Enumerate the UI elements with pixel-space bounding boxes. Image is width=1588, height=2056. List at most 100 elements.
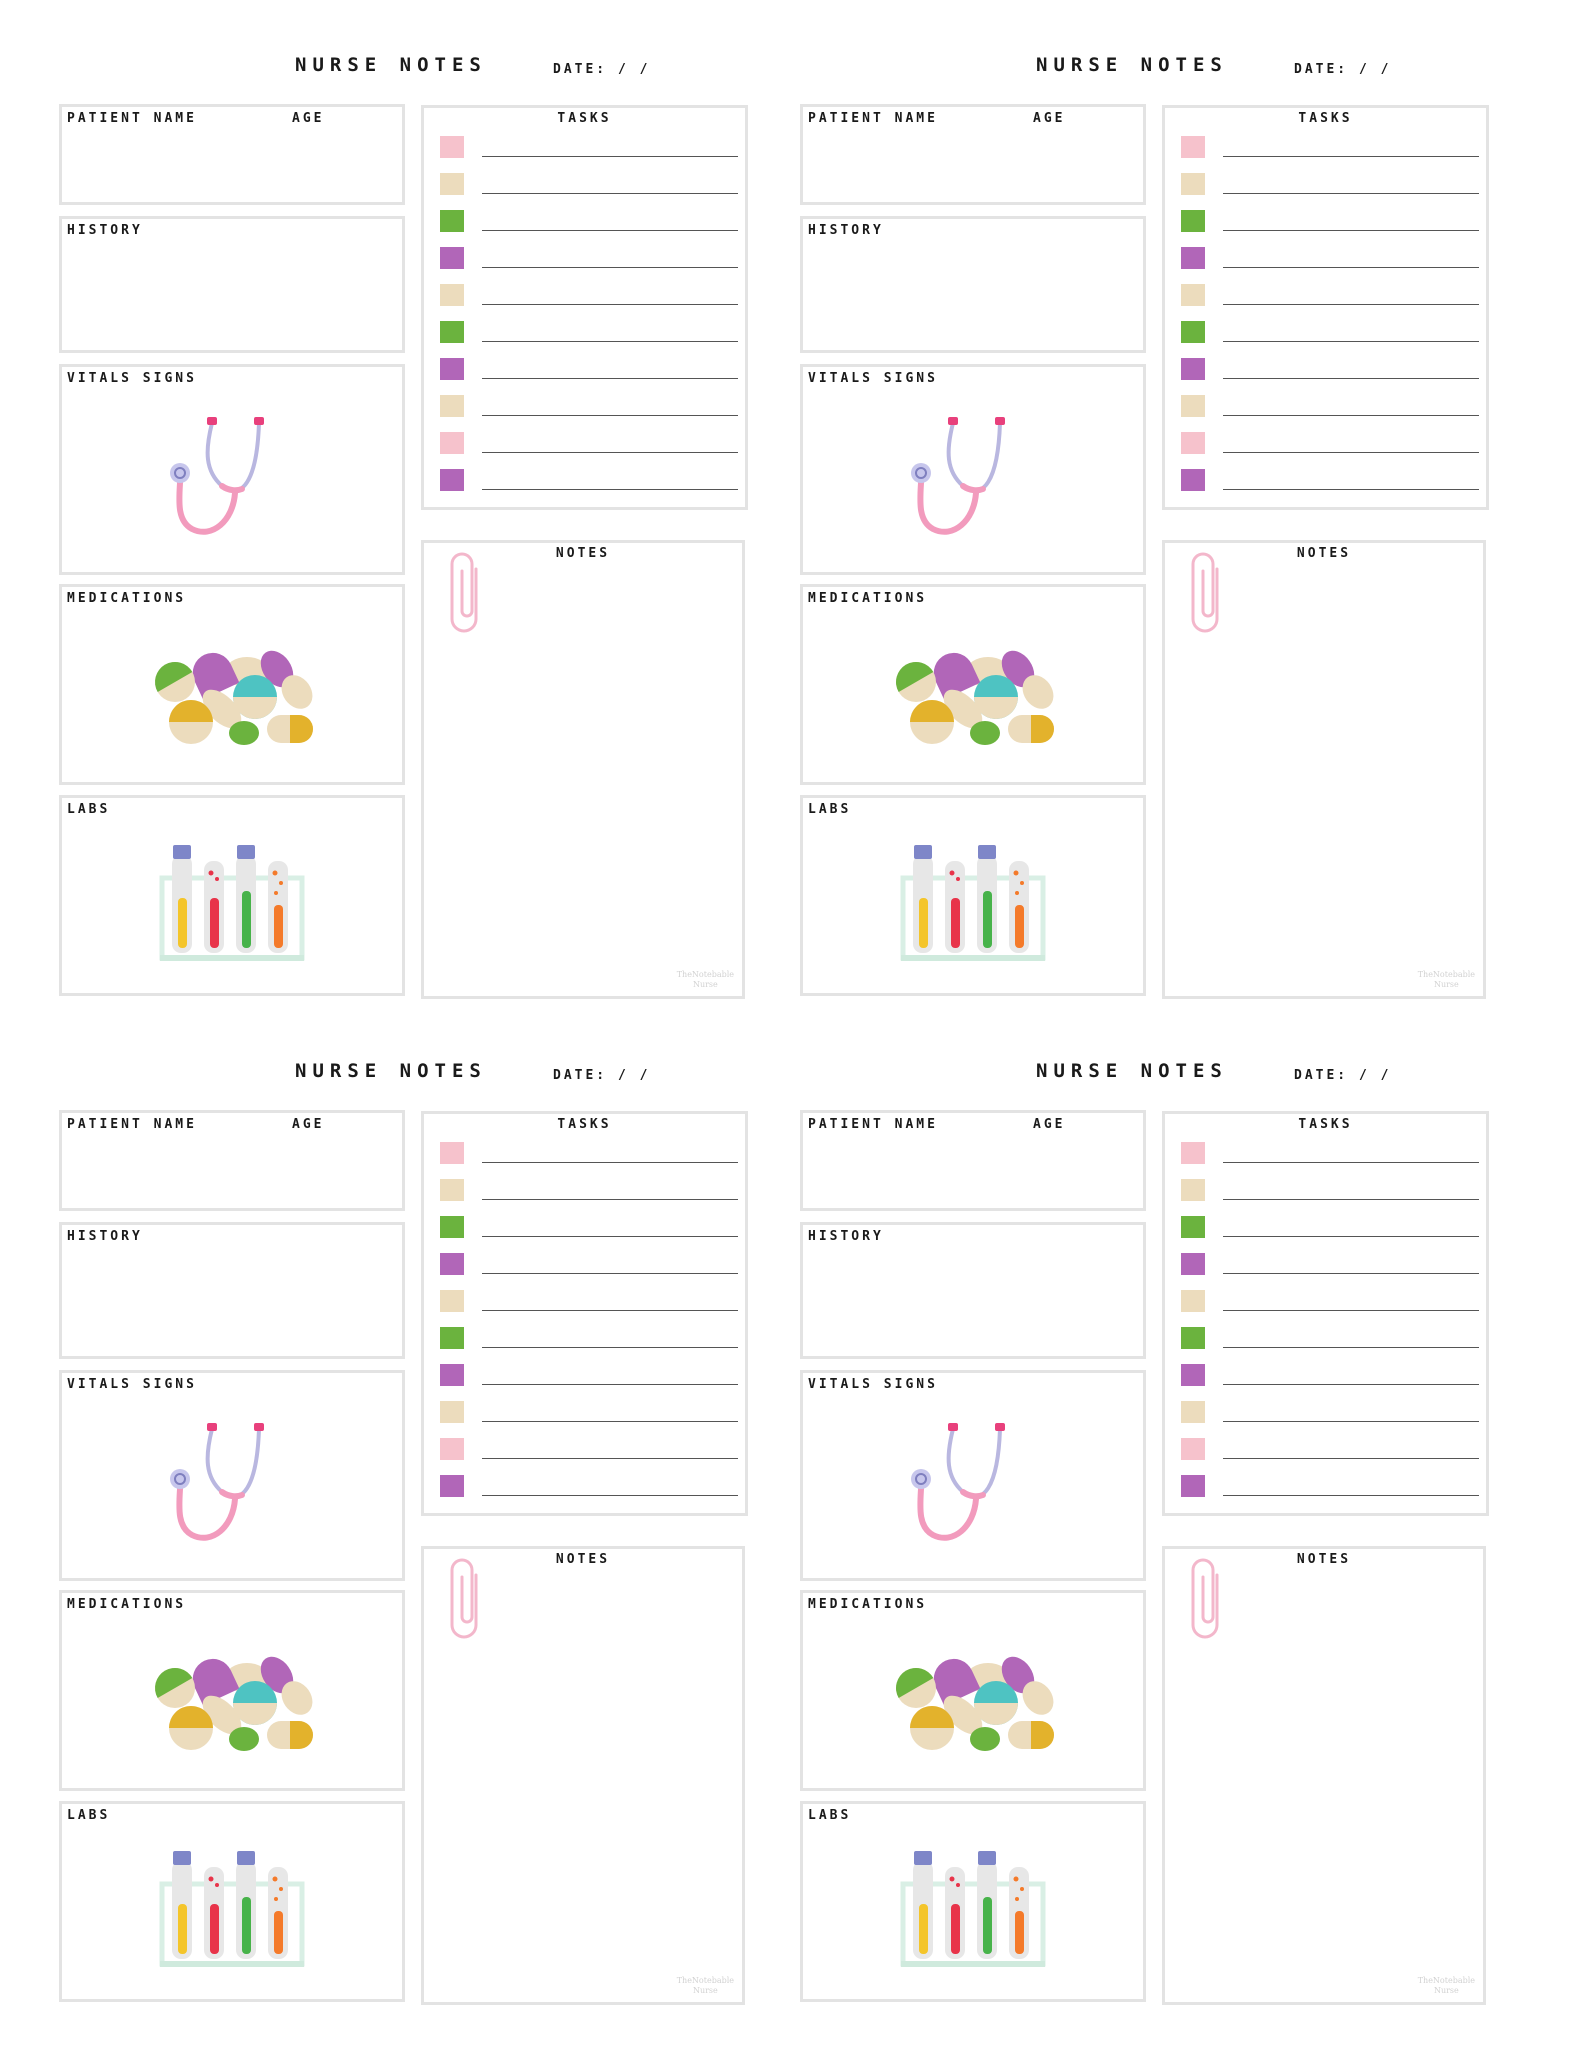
task-line[interactable] bbox=[1223, 193, 1479, 194]
history-box[interactable]: HISTORY bbox=[800, 216, 1146, 353]
task-checkbox[interactable] bbox=[440, 1364, 464, 1386]
task-checkbox[interactable] bbox=[1181, 469, 1205, 491]
vitals-box[interactable]: VITALS SIGNS bbox=[800, 364, 1146, 575]
labs-box[interactable]: LABS bbox=[800, 795, 1146, 996]
patient-name-box[interactable]: PATIENT NAME AGE bbox=[59, 1110, 405, 1211]
labs-box[interactable]: LABS bbox=[800, 1801, 1146, 2002]
task-line[interactable] bbox=[482, 1384, 738, 1385]
task-line[interactable] bbox=[482, 341, 738, 342]
task-line[interactable] bbox=[482, 489, 738, 490]
task-line[interactable] bbox=[482, 1236, 738, 1237]
task-checkbox[interactable] bbox=[440, 1216, 464, 1238]
task-line[interactable] bbox=[1223, 1236, 1479, 1237]
task-checkbox[interactable] bbox=[440, 1475, 464, 1497]
task-checkbox[interactable] bbox=[1181, 1401, 1205, 1423]
task-line[interactable] bbox=[1223, 1199, 1479, 1200]
task-line[interactable] bbox=[1223, 415, 1479, 416]
task-line[interactable] bbox=[1223, 1384, 1479, 1385]
task-line[interactable] bbox=[482, 193, 738, 194]
task-checkbox[interactable] bbox=[440, 395, 464, 417]
task-checkbox[interactable] bbox=[1181, 1216, 1205, 1238]
task-line[interactable] bbox=[482, 304, 738, 305]
task-checkbox[interactable] bbox=[1181, 358, 1205, 380]
task-line[interactable] bbox=[482, 1199, 738, 1200]
medications-box[interactable]: MEDICATIONS bbox=[800, 1590, 1146, 1791]
date-label[interactable]: DATE: / / bbox=[1294, 1068, 1392, 1083]
notes-box[interactable]: NOTES TheNotebable Nurse bbox=[1162, 1546, 1486, 2005]
task-line[interactable] bbox=[482, 267, 738, 268]
task-checkbox[interactable] bbox=[440, 469, 464, 491]
vitals-box[interactable]: VITALS SIGNS bbox=[59, 364, 405, 575]
task-line[interactable] bbox=[482, 1347, 738, 1348]
task-checkbox[interactable] bbox=[440, 1290, 464, 1312]
task-checkbox[interactable] bbox=[1181, 247, 1205, 269]
task-line[interactable] bbox=[1223, 489, 1479, 490]
task-line[interactable] bbox=[482, 378, 738, 379]
task-line[interactable] bbox=[482, 1273, 738, 1274]
task-checkbox[interactable] bbox=[1181, 1475, 1205, 1497]
task-line[interactable] bbox=[1223, 156, 1479, 157]
history-box[interactable]: HISTORY bbox=[800, 1222, 1146, 1359]
task-checkbox[interactable] bbox=[440, 136, 464, 158]
task-checkbox[interactable] bbox=[1181, 1253, 1205, 1275]
task-checkbox[interactable] bbox=[440, 1327, 464, 1349]
task-checkbox[interactable] bbox=[440, 210, 464, 232]
task-checkbox[interactable] bbox=[1181, 1327, 1205, 1349]
date-label[interactable]: DATE: / / bbox=[1294, 62, 1392, 77]
task-line[interactable] bbox=[482, 1458, 738, 1459]
medications-box[interactable]: MEDICATIONS bbox=[59, 1590, 405, 1791]
task-line[interactable] bbox=[482, 1495, 738, 1496]
notes-box[interactable]: NOTES TheNotebable Nurse bbox=[421, 540, 745, 999]
patient-name-box[interactable]: PATIENT NAME AGE bbox=[59, 104, 405, 205]
task-checkbox[interactable] bbox=[440, 358, 464, 380]
task-checkbox[interactable] bbox=[440, 284, 464, 306]
notes-box[interactable]: NOTES TheNotebable Nurse bbox=[421, 1546, 745, 2005]
task-line[interactable] bbox=[482, 1421, 738, 1422]
task-checkbox[interactable] bbox=[440, 432, 464, 454]
vitals-box[interactable]: VITALS SIGNS bbox=[800, 1370, 1146, 1581]
task-checkbox[interactable] bbox=[440, 173, 464, 195]
task-line[interactable] bbox=[1223, 378, 1479, 379]
patient-name-box[interactable]: PATIENT NAME AGE bbox=[800, 104, 1146, 205]
task-checkbox[interactable] bbox=[1181, 1438, 1205, 1460]
task-checkbox[interactable] bbox=[1181, 321, 1205, 343]
task-checkbox[interactable] bbox=[440, 1401, 464, 1423]
task-checkbox[interactable] bbox=[1181, 432, 1205, 454]
task-line[interactable] bbox=[482, 156, 738, 157]
task-line[interactable] bbox=[482, 1310, 738, 1311]
task-checkbox[interactable] bbox=[1181, 1179, 1205, 1201]
task-line[interactable] bbox=[1223, 230, 1479, 231]
task-line[interactable] bbox=[482, 452, 738, 453]
task-checkbox[interactable] bbox=[1181, 1290, 1205, 1312]
patient-name-box[interactable]: PATIENT NAME AGE bbox=[800, 1110, 1146, 1211]
date-label[interactable]: DATE: / / bbox=[553, 62, 651, 77]
task-checkbox[interactable] bbox=[1181, 173, 1205, 195]
labs-box[interactable]: LABS bbox=[59, 795, 405, 996]
task-checkbox[interactable] bbox=[440, 1438, 464, 1460]
task-line[interactable] bbox=[1223, 452, 1479, 453]
history-box[interactable]: HISTORY bbox=[59, 216, 405, 353]
task-line[interactable] bbox=[482, 415, 738, 416]
task-line[interactable] bbox=[1223, 1162, 1479, 1163]
task-checkbox[interactable] bbox=[1181, 395, 1205, 417]
task-line[interactable] bbox=[1223, 1347, 1479, 1348]
task-checkbox[interactable] bbox=[1181, 136, 1205, 158]
task-checkbox[interactable] bbox=[440, 1179, 464, 1201]
task-line[interactable] bbox=[1223, 1273, 1479, 1274]
task-checkbox[interactable] bbox=[1181, 210, 1205, 232]
task-line[interactable] bbox=[1223, 267, 1479, 268]
vitals-box[interactable]: VITALS SIGNS bbox=[59, 1370, 405, 1581]
task-line[interactable] bbox=[1223, 1421, 1479, 1422]
date-label[interactable]: DATE: / / bbox=[553, 1068, 651, 1083]
notes-box[interactable]: NOTES TheNotebable Nurse bbox=[1162, 540, 1486, 999]
task-checkbox[interactable] bbox=[1181, 1364, 1205, 1386]
task-line[interactable] bbox=[482, 230, 738, 231]
task-checkbox[interactable] bbox=[440, 1253, 464, 1275]
medications-box[interactable]: MEDICATIONS bbox=[59, 584, 405, 785]
task-checkbox[interactable] bbox=[440, 1142, 464, 1164]
labs-box[interactable]: LABS bbox=[59, 1801, 405, 2002]
task-line[interactable] bbox=[1223, 304, 1479, 305]
medications-box[interactable]: MEDICATIONS bbox=[800, 584, 1146, 785]
task-checkbox[interactable] bbox=[1181, 284, 1205, 306]
task-checkbox[interactable] bbox=[440, 321, 464, 343]
